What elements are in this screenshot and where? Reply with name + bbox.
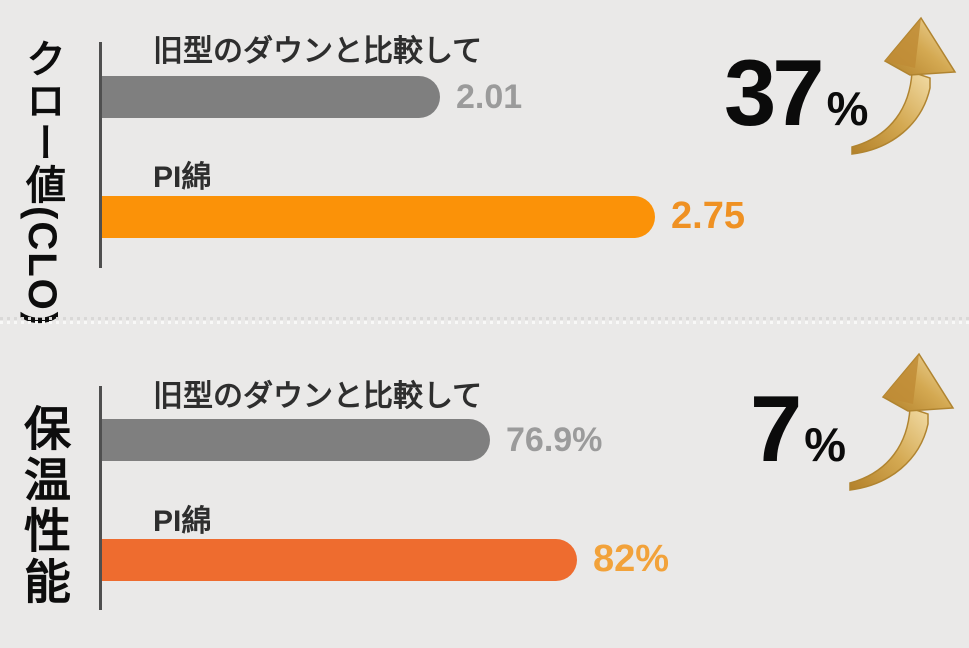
clo-increase-highlight: 37 % [724,46,868,140]
section-divider-light-dashes [0,321,969,324]
warmth-increase-number: 7 [750,376,802,481]
warmth-old-down-value: 76.9% [506,420,603,459]
warmth-old-down-label: 旧型のダウンと比較して [153,380,483,413]
warmth-old-down-bar [102,419,490,461]
clo-old-down-value: 2.01 [456,77,523,116]
section-warmth-axis-title: 保温性能 [17,404,70,608]
clo-pi-cotton-bar-row: 2.75 [102,195,745,238]
warmth-pi-cotton-bar [102,538,577,581]
warmth-increase-highlight: 7 % [750,382,846,476]
warmth-pi-cotton-value: 82% [593,538,670,580]
clo-old-down-label: 旧型のダウンと比較して [153,35,483,68]
warmth-increase-unit: % [804,418,847,471]
golden-up-arrow-icon [849,352,955,491]
warmth-old-down-bar-row: 76.9% [102,419,602,461]
clo-pi-cotton-bar [102,195,655,238]
warmth-pi-cotton-bar-row: 82% [102,538,669,581]
clo-pi-cotton-value: 2.75 [671,195,745,237]
section-warmth-axis-line [99,386,102,610]
section-clo-axis-line [99,42,102,268]
section-divider-dark-dashes [0,317,969,320]
clo-pi-cotton-label: PI綿 [153,161,212,194]
clo-increase-unit: % [826,82,869,135]
section-clo-axis-title: クロー値(CLO) [20,38,64,328]
golden-up-arrow-icon [851,16,957,155]
clo-old-down-bar [102,76,440,118]
clo-increase-number: 37 [724,40,825,145]
clo-old-down-bar-row: 2.01 [102,76,522,118]
warmth-pi-cotton-label: PI綿 [153,505,212,538]
